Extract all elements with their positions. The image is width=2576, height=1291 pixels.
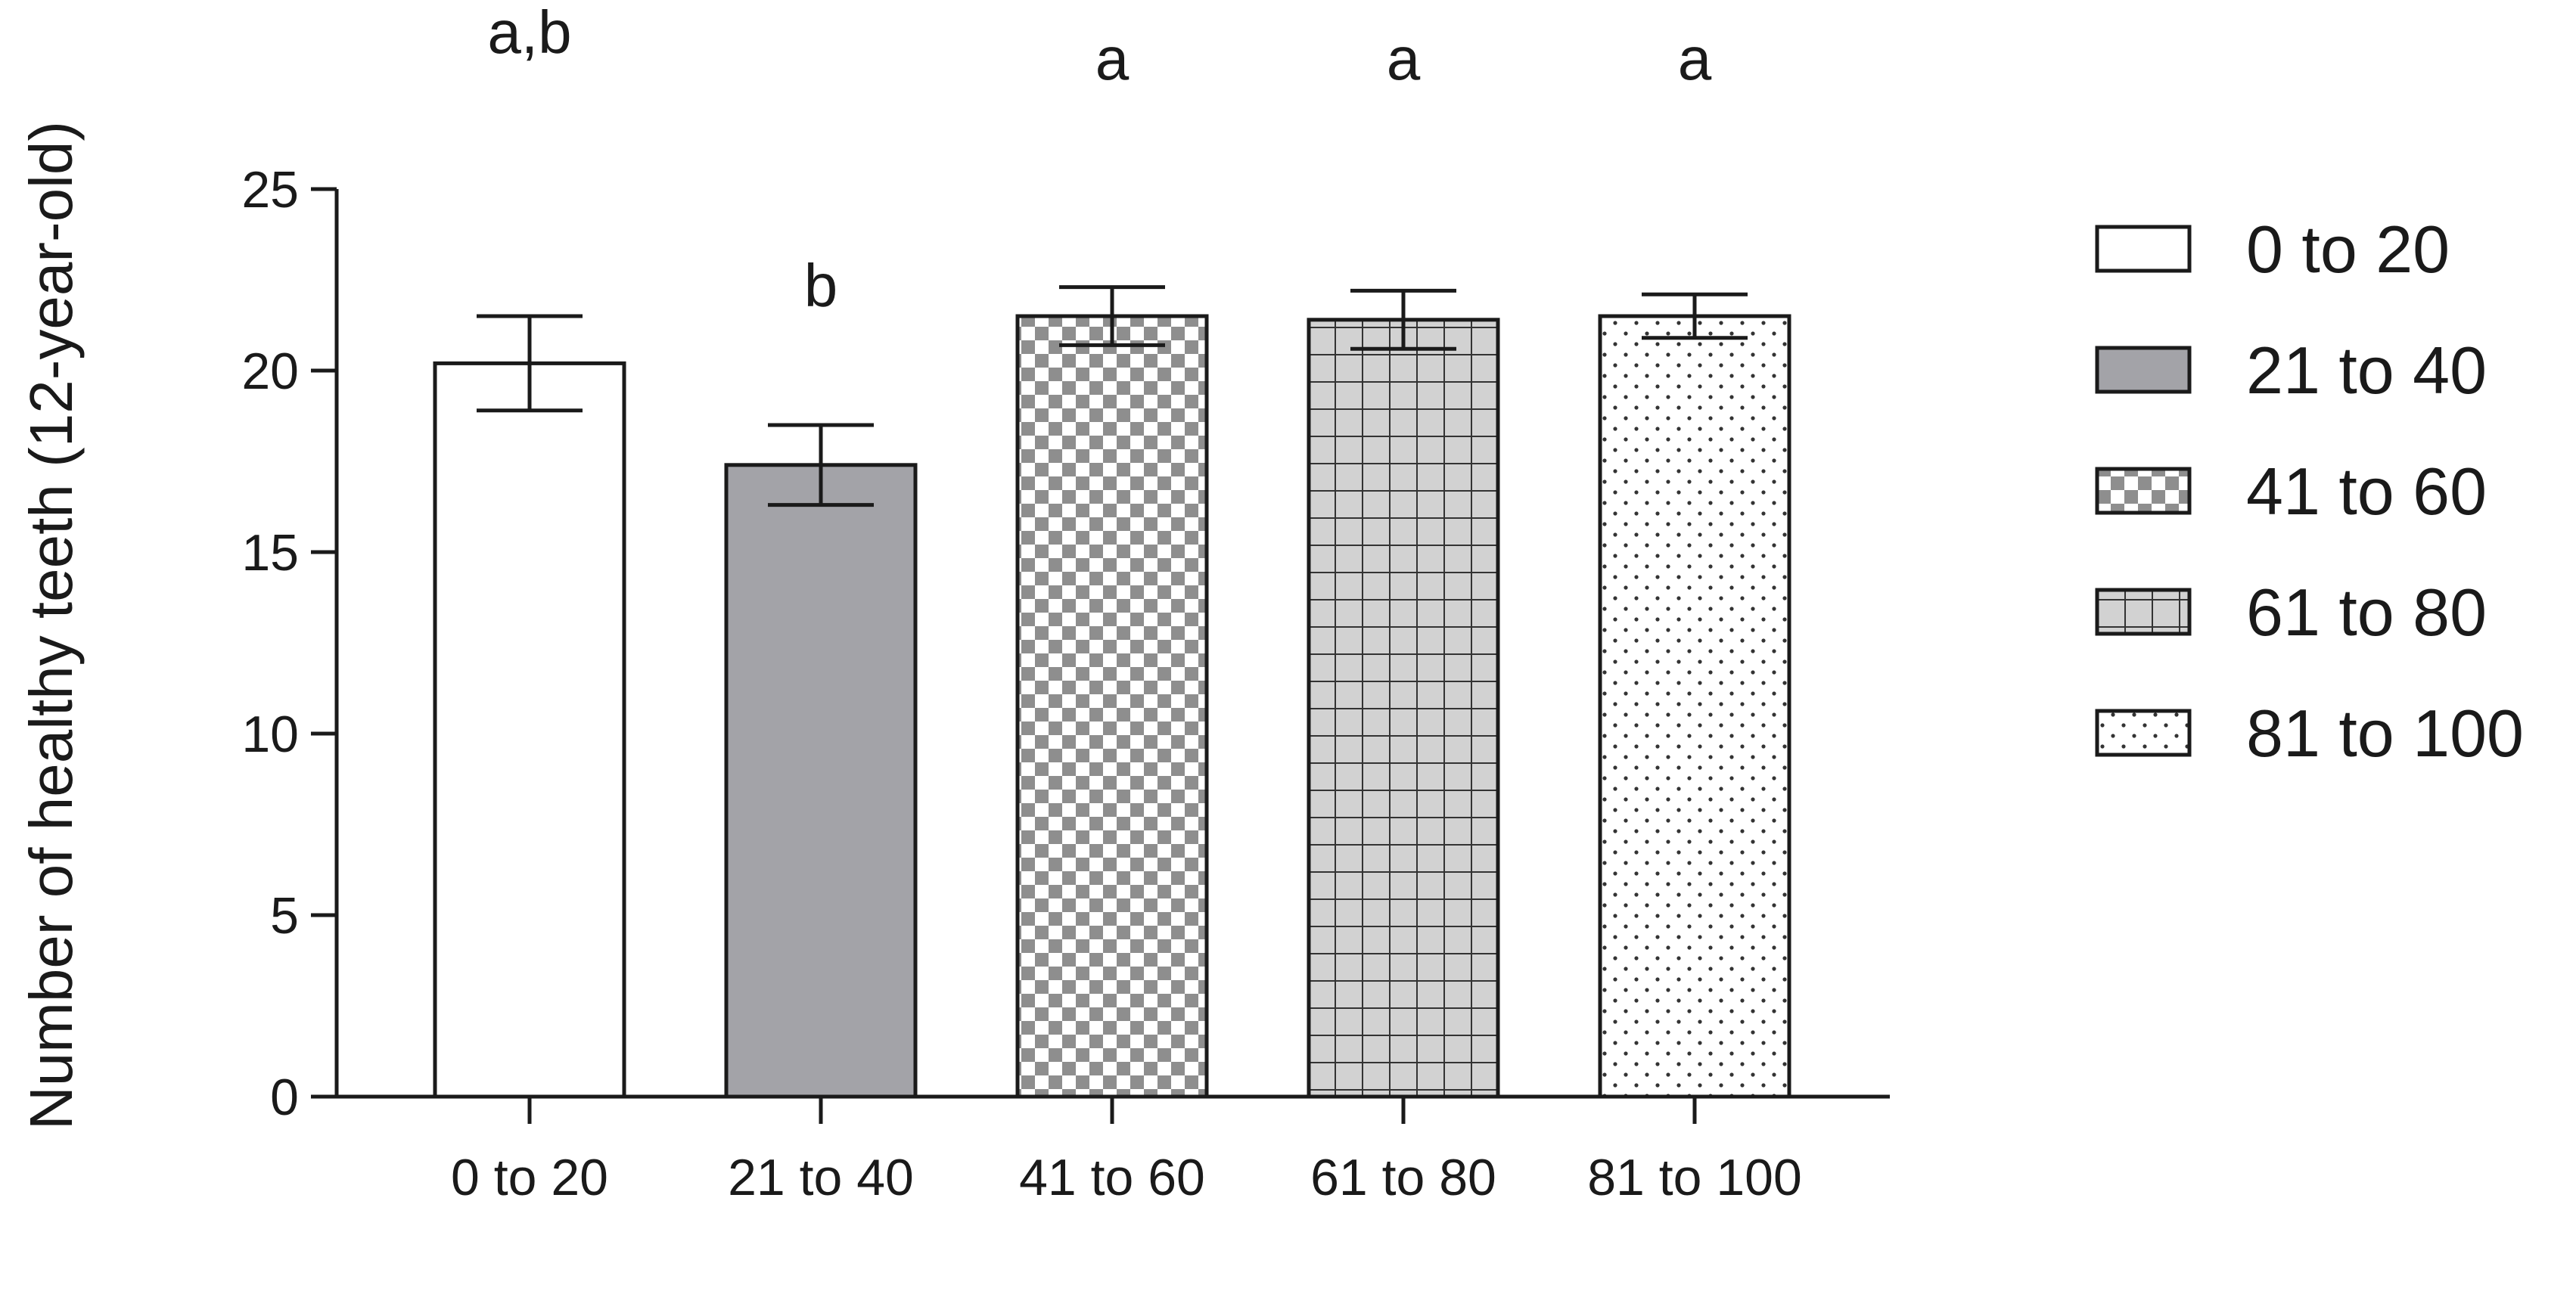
legend-label: 0 to 20 — [2246, 212, 2450, 287]
legend-swatch — [2095, 225, 2192, 273]
significance-label-2: b — [804, 252, 838, 319]
x-ticks: 0 to 20 21 to 40 41 to 60 61 to 80 81 to 100 — [451, 1097, 1802, 1206]
x-tick-label: 0 to 20 — [451, 1149, 608, 1206]
error-bar-5 — [1642, 292, 1748, 340]
y-tick-label: 15 — [241, 524, 299, 582]
x-tick-label: 41 to 60 — [1019, 1149, 1205, 1206]
legend-label: 21 to 40 — [2246, 333, 2487, 408]
x-tick-label: 21 to 40 — [728, 1149, 914, 1206]
legend-item-5: 81 to 100 — [2095, 696, 2524, 771]
y-axis-label: Number of healthy teeth (12-year-old) — [17, 121, 85, 1130]
legend-item-1: 0 to 20 — [2095, 212, 2450, 287]
bar-5 — [1598, 314, 1791, 1099]
y-tick-label: 10 — [241, 706, 299, 763]
legend-item-3: 41 to 60 — [2095, 454, 2487, 529]
legend-swatch — [2095, 588, 2192, 636]
significance-label-1: a,b — [487, 0, 571, 66]
y-tick-label: 20 — [241, 343, 299, 400]
bars — [433, 314, 1791, 1099]
error-bar-4 — [1350, 288, 1456, 351]
significance-label-3: a — [1095, 25, 1130, 92]
legend-label: 61 to 80 — [2246, 575, 2487, 650]
y-axis-label-group: Number of healthy teeth (12-year-old) — [17, 121, 85, 1130]
legend-label: 81 to 100 — [2246, 696, 2524, 771]
y-ticks: 0 5 10 15 20 25 — [241, 161, 337, 1126]
significance-label-4: a — [1387, 25, 1421, 92]
legend-swatch — [2095, 467, 2192, 515]
x-tick-label: 81 to 100 — [1587, 1149, 1802, 1206]
significance-labels: a,b b a a a — [487, 0, 1711, 319]
error-bar-3 — [1059, 285, 1165, 347]
bar-3 — [1015, 314, 1209, 1099]
bar-4 — [1307, 318, 1500, 1099]
y-tick-label: 25 — [241, 161, 299, 219]
error-bar-1 — [477, 314, 583, 413]
y-tick-label: 5 — [270, 887, 299, 945]
x-tick-label: 61 to 80 — [1310, 1149, 1496, 1206]
bar-2 — [724, 463, 918, 1099]
legend: 0 to 20 21 to 40 41 to 60 61 to 80 81 to 100 — [2095, 212, 2524, 771]
y-tick-label: 0 — [270, 1069, 299, 1126]
legend-swatch — [2095, 346, 2192, 394]
significance-label-5: a — [1678, 25, 1712, 92]
legend-item-2: 21 to 40 — [2095, 333, 2487, 408]
legend-swatch — [2095, 709, 2192, 757]
error-bar-2 — [768, 423, 874, 507]
legend-label: 41 to 60 — [2246, 454, 2487, 529]
error-bars — [477, 285, 1748, 507]
bar-1 — [433, 361, 626, 1099]
legend-item-4: 61 to 80 — [2095, 575, 2487, 650]
